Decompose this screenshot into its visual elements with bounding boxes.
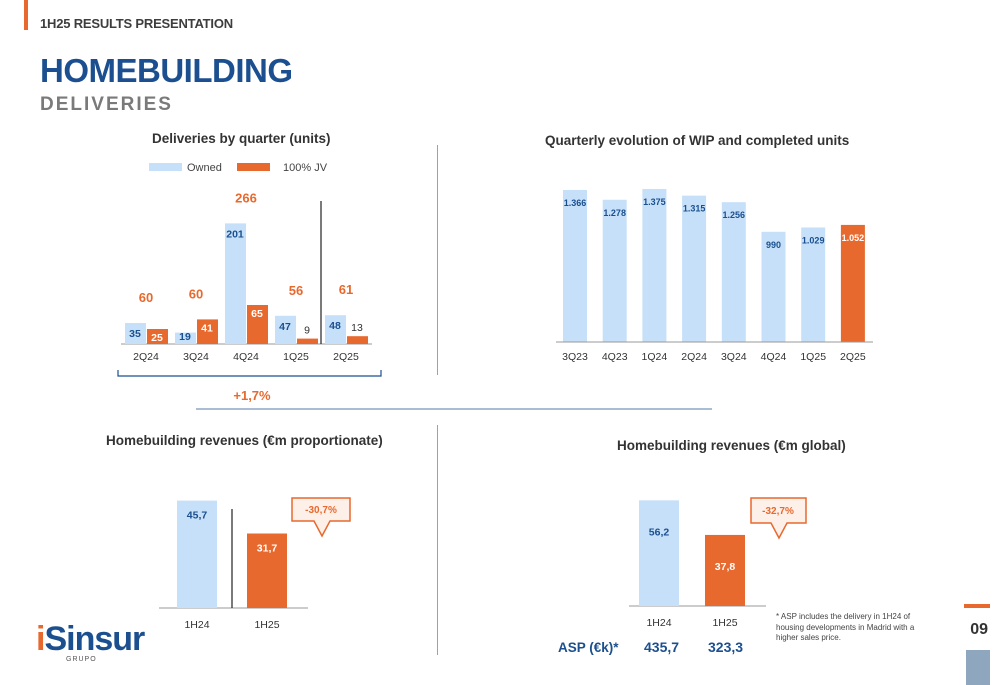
rev-prop-category-1H24: 1H24 [184, 619, 209, 631]
page-subtitle: DELIVERIES [40, 94, 173, 115]
wip-label-4Q23: 1.278 [603, 208, 626, 218]
jv-label-2Q24: 25 [151, 332, 163, 344]
wip-category-3Q23: 3Q23 [562, 351, 588, 363]
page-block [966, 650, 990, 685]
rev-glob-label-1H24: 56,2 [649, 526, 670, 538]
total-label-4Q24: 266 [235, 190, 257, 205]
owned-bar-4Q24 [225, 223, 246, 344]
chart4-title: Homebuilding revenues (€m global) [617, 438, 846, 453]
owned-label-2Q25: 48 [329, 320, 341, 332]
legend-label-jv: 100% JV [283, 162, 328, 174]
legend-swatch-jv [237, 163, 270, 171]
owned-label-2Q24: 35 [129, 328, 141, 340]
wip-category-2Q24: 2Q24 [681, 351, 707, 363]
rev-glob-label-1H25: 37,8 [715, 561, 736, 573]
wip-category-1Q24: 1Q24 [642, 351, 668, 363]
wip-category-4Q23: 4Q23 [602, 351, 628, 363]
wip-bar-3Q23 [563, 189, 587, 342]
category-label-4Q24: 4Q24 [233, 351, 259, 363]
rev-glob-change-label: -32,7% [762, 506, 794, 517]
owned-label-4Q24: 201 [226, 228, 244, 240]
wip-label-3Q23: 1.366 [564, 198, 587, 208]
wip-bar-3Q24 [721, 202, 746, 342]
jv-bar-3Q24 [197, 319, 218, 344]
rev-glob-bar-1H24 [639, 500, 679, 606]
owned-label-3Q24: 19 [179, 331, 191, 343]
chart3-title: Homebuilding revenues (€m proportionate) [106, 433, 383, 448]
wip-label-1Q25: 1.029 [802, 235, 825, 245]
footnote: * ASP includes the delivery in 1H24 of h… [776, 612, 915, 642]
vertical-divider-bottom [437, 425, 438, 655]
category-label-3Q24: 3Q24 [183, 351, 209, 363]
category-label-1Q25: 1Q25 [283, 351, 309, 363]
rev-glob-bar-1H25 [705, 534, 745, 606]
growth-annotation: +1,7% [233, 388, 271, 403]
wip-label-4Q24: 990 [766, 240, 781, 250]
total-label-2Q24: 60 [139, 290, 153, 305]
wip-bar-2Q25 [840, 224, 865, 342]
jv-label-2Q25: 13 [351, 322, 363, 334]
jv-label-3Q24: 41 [201, 322, 213, 334]
rev-prop-change-label: -30,7% [305, 505, 337, 516]
legend-swatch-owned [149, 163, 182, 171]
wip-bar-4Q23 [602, 199, 627, 342]
asp-value-1h25: 323,3 [708, 639, 744, 655]
category-label-2Q24: 2Q24 [133, 351, 159, 363]
wip-category-1Q25: 1Q25 [800, 351, 826, 363]
chart2-title: Quarterly evolution of WIP and completed… [545, 133, 850, 148]
total-label-2Q25: 61 [339, 282, 353, 297]
jv-label-1Q25: 9 [304, 325, 310, 337]
owned-bar-1Q25 [275, 315, 296, 344]
rev-glob-category-1H25: 1H25 [712, 617, 737, 629]
owned-bar-3Q24 [175, 332, 196, 344]
logo-i: i [36, 620, 46, 658]
owned-bar-2Q25 [325, 315, 346, 344]
chart1-bracket [117, 370, 382, 377]
rev-prop-category-1H25: 1H25 [254, 619, 279, 631]
rev-prop-label-1H25: 31,7 [257, 543, 278, 555]
wip-bar-1Q24 [642, 188, 667, 342]
rev-glob-category-1H24: 1H24 [646, 617, 671, 629]
wip-bar-1Q25 [801, 227, 826, 342]
jv-bar-1Q25 [297, 338, 318, 344]
jv-label-4Q24: 65 [251, 308, 263, 320]
asp-value-1h24: 435,7 [644, 639, 680, 655]
wip-label-2Q24: 1.315 [683, 204, 706, 214]
rev-prop-change-callout [291, 497, 351, 538]
asp-label: ASP (€k)* [558, 640, 619, 655]
wip-label-2Q25: 1.052 [842, 233, 865, 243]
jv-bar-4Q24 [247, 305, 268, 344]
wip-bar-2Q24 [682, 195, 707, 342]
page-accent [964, 604, 990, 608]
owned-bar-2Q24 [125, 323, 146, 344]
section-label: 1H25 RESULTS PRESENTATION [40, 16, 233, 31]
accent-bar [24, 0, 28, 30]
rev-prop-bar-1H24 [177, 500, 217, 608]
company-logo: iSinsur GRUPO [36, 620, 145, 663]
wip-bar-4Q24 [761, 231, 786, 342]
jv-bar-2Q25 [347, 336, 368, 344]
jv-bar-2Q24 [147, 329, 168, 344]
rev-prop-label-1H24: 45,7 [187, 510, 208, 522]
logo-name: Sinsur [44, 620, 145, 658]
category-label-2Q25: 2Q25 [333, 351, 359, 363]
wip-label-1Q24: 1.375 [643, 197, 666, 207]
page-number: 09 [970, 621, 988, 638]
owned-label-1Q25: 47 [279, 321, 291, 333]
total-label-1Q25: 56 [289, 283, 303, 298]
wip-category-3Q24: 3Q24 [721, 351, 747, 363]
wip-category-4Q24: 4Q24 [761, 351, 787, 363]
page-title: HOMEBUILDING [40, 52, 293, 89]
vertical-divider-top [437, 145, 438, 375]
legend-label-owned: Owned [187, 162, 222, 174]
total-label-3Q24: 60 [189, 286, 203, 301]
logo-sub: GRUPO [66, 656, 97, 663]
chart1-title: Deliveries by quarter (units) [152, 131, 331, 146]
wip-label-3Q24: 1.256 [723, 210, 746, 220]
wip-category-2Q25: 2Q25 [840, 351, 866, 363]
rev-glob-change-callout [750, 497, 807, 540]
rev-prop-bar-1H25 [247, 533, 287, 608]
